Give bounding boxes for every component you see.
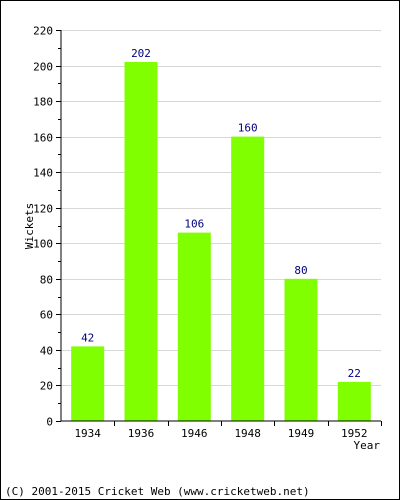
y-tick-label: 140	[33, 167, 53, 180]
x-tick-label-1946: 1946	[181, 427, 208, 440]
bars	[71, 62, 371, 421]
y-tick-label: 40	[40, 345, 53, 358]
y-tick-label: 20	[40, 380, 53, 393]
bar-1936	[124, 62, 158, 421]
axes	[60, 30, 381, 422]
value-label-1934: 42	[81, 331, 94, 344]
x-tick-label-1934: 1934	[74, 427, 101, 440]
bar-1952	[337, 381, 371, 421]
y-axis-title: Wickets	[23, 203, 36, 249]
x-tick-label-1952: 1952	[341, 427, 368, 440]
bar-1948	[231, 136, 265, 421]
x-axis-ticks: 1934 1936 1946 1948 1949 1952	[74, 421, 382, 440]
y-tick-label: 0	[46, 416, 53, 429]
gridlines	[61, 30, 381, 386]
x-axis-title: Year	[354, 439, 381, 452]
bar-1949	[284, 278, 318, 421]
bar-1946	[177, 232, 211, 421]
value-label-1948: 160	[238, 122, 258, 135]
x-tick-label-1948: 1948	[234, 427, 261, 440]
y-tick-label: 220	[33, 25, 53, 38]
y-tick-label: 200	[33, 61, 53, 74]
value-label-1949: 80	[294, 264, 307, 277]
y-tick-label: 180	[33, 96, 53, 109]
x-tick-label-1936: 1936	[128, 427, 155, 440]
copyright-footer: (C) 2001-2015 Cricket Web (www.cricketwe…	[5, 485, 310, 498]
value-label-1946: 106	[184, 218, 204, 231]
value-label-1952: 22	[348, 367, 361, 380]
y-tick-label: 160	[33, 132, 53, 145]
y-tick-label: 100	[33, 238, 53, 251]
x-tick-label-1949: 1949	[288, 427, 315, 440]
value-label-1936: 202	[131, 47, 151, 60]
y-tick-label: 60	[40, 309, 53, 322]
y-axis-ticks: 0 20 40 60 80 100 120 140 160 180 200 220	[33, 25, 61, 429]
value-labels: 42 202 106 160 80 22	[81, 47, 361, 380]
y-tick-label: 120	[33, 203, 53, 216]
y-tick-label: 80	[40, 274, 53, 287]
bar-1934	[71, 346, 105, 421]
